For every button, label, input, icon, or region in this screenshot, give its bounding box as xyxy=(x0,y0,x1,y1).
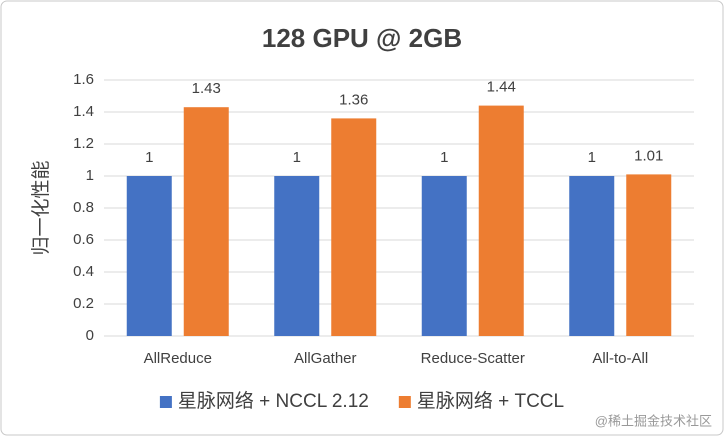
y-tick-label: 0 xyxy=(86,327,94,344)
data-label: 1.01 xyxy=(634,147,663,164)
data-label: 1 xyxy=(293,149,301,166)
legend-label: 星脉网络 + NCCL 2.12 xyxy=(178,390,369,412)
y-tick-label: 1 xyxy=(86,167,94,184)
bar xyxy=(478,105,524,336)
y-tick-label: 1.6 xyxy=(73,71,94,88)
y-tick-label: 0.4 xyxy=(73,263,94,280)
x-tick-label: Reduce-Scatter xyxy=(421,350,525,367)
x-tick-label: AllReduce xyxy=(144,350,212,367)
watermark: @稀土掘金技术社区 xyxy=(595,413,712,428)
y-axis-label: 归一化性能 xyxy=(30,160,52,255)
data-label: 1 xyxy=(440,149,448,166)
bar xyxy=(126,176,172,336)
bar xyxy=(183,107,229,336)
y-tick-label: 0.8 xyxy=(73,199,94,216)
y-tick-label: 1.2 xyxy=(73,135,94,152)
legend-label: 星脉网络 + TCCL xyxy=(417,390,564,412)
bar xyxy=(626,174,672,336)
x-tick-label: All-to-All xyxy=(592,350,648,367)
bar xyxy=(569,176,615,336)
data-label: 1 xyxy=(588,149,596,166)
bar xyxy=(274,176,320,336)
chart-title: 128 GPU @ 2GB xyxy=(262,23,462,53)
bar xyxy=(331,118,377,337)
legend-swatch xyxy=(159,396,172,408)
x-tick-label: AllGather xyxy=(294,350,357,367)
bar xyxy=(421,176,467,336)
y-tick-label: 0.6 xyxy=(73,231,94,248)
data-label: 1.43 xyxy=(192,80,221,97)
y-tick-label: 0.2 xyxy=(73,295,94,312)
data-label: 1.36 xyxy=(339,91,368,108)
data-label: 1 xyxy=(145,149,153,166)
data-label: 1.44 xyxy=(487,79,516,96)
legend-swatch xyxy=(398,396,411,408)
y-tick-label: 1.4 xyxy=(73,103,94,120)
